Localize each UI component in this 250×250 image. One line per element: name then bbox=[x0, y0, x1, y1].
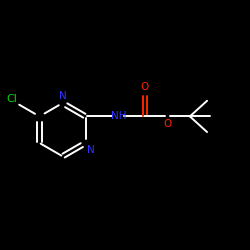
Text: N: N bbox=[87, 144, 95, 154]
Text: NH: NH bbox=[110, 112, 126, 122]
Text: N: N bbox=[58, 91, 66, 101]
Text: Cl: Cl bbox=[7, 94, 18, 104]
Text: O: O bbox=[141, 82, 149, 92]
Text: O: O bbox=[163, 118, 172, 128]
